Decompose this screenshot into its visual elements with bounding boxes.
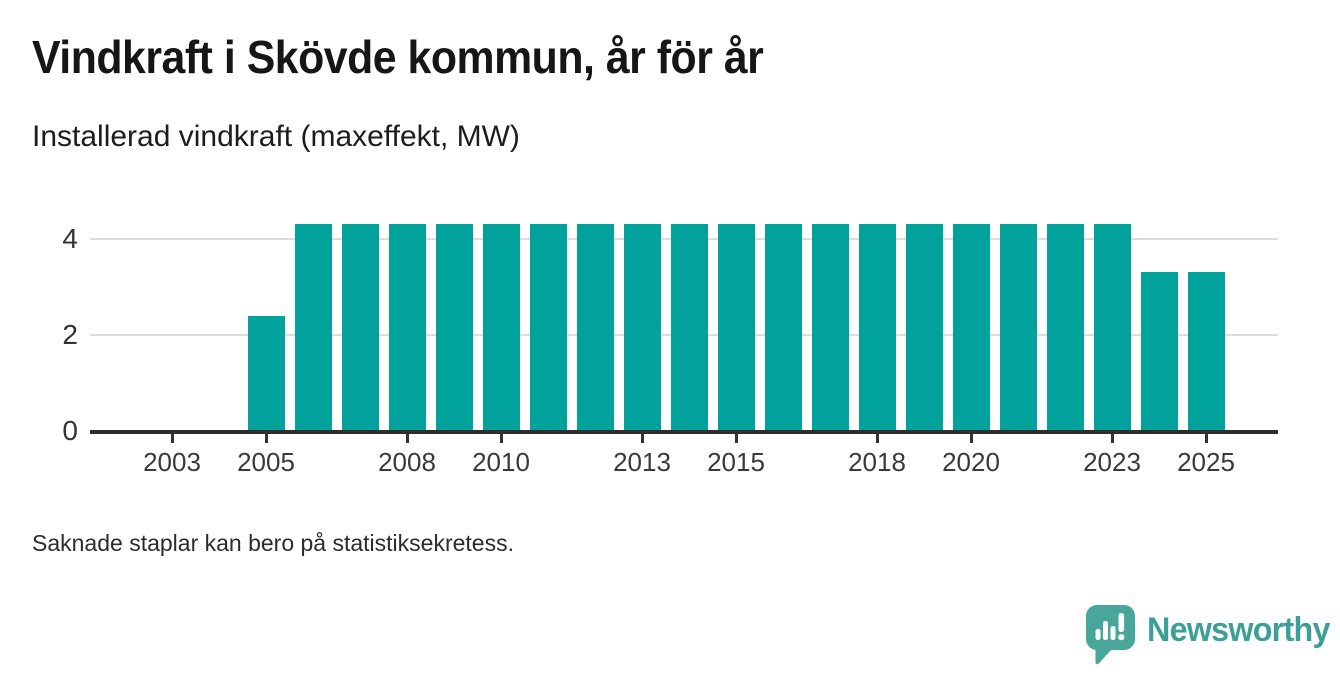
x-axis-line	[90, 430, 1278, 434]
x-axis-tick-mark-2018	[875, 434, 879, 443]
bar-2012	[576, 224, 614, 431]
bar-2016	[764, 224, 802, 431]
bar-2023	[1093, 224, 1131, 431]
bar-2006	[294, 224, 332, 431]
chart-subtitle: Installerad vindkraft (maxeffekt, MW)	[32, 120, 520, 153]
x-axis-tick-label-2010: 2010	[472, 447, 530, 477]
footnote: Saknade staplar kan bero på statistiksek…	[32, 530, 514, 556]
x-axis-tick-mark-2013	[640, 434, 644, 443]
x-axis-tick-mark-2005	[264, 434, 268, 443]
bar-chart-plot-area	[90, 191, 1278, 431]
x-axis-tick-label-2023: 2023	[1083, 447, 1141, 477]
bar-2024	[1140, 272, 1178, 431]
x-axis-tick-mark-2008	[405, 434, 409, 443]
x-axis-tick-mark-2003	[170, 434, 174, 443]
bar-2007	[341, 224, 379, 431]
bar-2005	[247, 316, 285, 431]
x-axis-tick-label-2005: 2005	[237, 447, 295, 477]
newsworthy-logo-text: Newsworthy	[1147, 611, 1330, 649]
x-axis-tick-mark-2010	[499, 434, 503, 443]
x-axis-tick-mark-2025	[1204, 434, 1208, 443]
newsworthy-speech-bubble-bar-chart-icon	[1086, 605, 1135, 665]
bar-2025	[1187, 272, 1225, 431]
bar-2020	[952, 224, 990, 431]
bar-2014	[670, 224, 708, 431]
x-axis-tick-label-2008: 2008	[378, 447, 436, 477]
x-axis-tick-label-2013: 2013	[613, 447, 671, 477]
x-axis-tick-label-2025: 2025	[1177, 447, 1235, 477]
bar-2010	[482, 224, 520, 431]
x-axis-tick-label-2020: 2020	[942, 447, 1000, 477]
bar-2022	[1046, 224, 1084, 431]
y-axis-tick-label-4: 4	[62, 222, 78, 254]
newsworthy-logo: Newsworthy	[1085, 604, 1339, 670]
x-axis-tick-mark-2023	[1110, 434, 1114, 443]
bar-2021	[999, 224, 1037, 431]
bar-2015	[717, 224, 755, 431]
x-axis-tick-label-2015: 2015	[707, 447, 765, 477]
x-axis-tick-label-2018: 2018	[848, 447, 906, 477]
bar-2013	[623, 224, 661, 431]
y-axis-tick-label-0: 0	[62, 415, 78, 446]
chart-title: Vindkraft i Skövde kommun, år för år	[32, 31, 764, 83]
x-axis-tick-mark-2015	[734, 434, 738, 443]
bar-2017	[811, 224, 849, 431]
y-axis-tick-label-2: 2	[62, 318, 78, 350]
bar-2011	[529, 224, 567, 431]
bar-2008	[388, 224, 426, 431]
bar-2009	[435, 224, 473, 431]
x-axis-tick-mark-2020	[969, 434, 973, 443]
bar-2019	[905, 224, 943, 431]
bar-2018	[858, 224, 896, 431]
x-axis-tick-label-2003: 2003	[143, 447, 201, 477]
